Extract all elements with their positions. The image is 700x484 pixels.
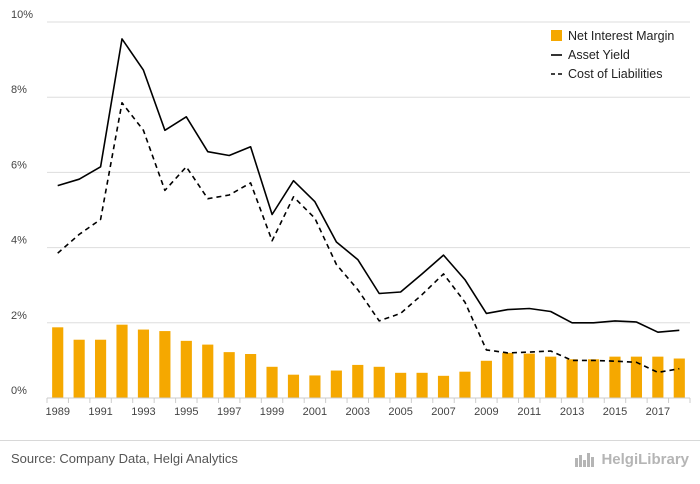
bar-2014: [587, 359, 600, 398]
bar-2017: [652, 356, 664, 398]
x-tick-label: 1993: [131, 406, 155, 418]
x-tick-label: 2003: [346, 406, 370, 418]
x-tick-label: 1991: [88, 406, 112, 418]
bar-2003: [352, 364, 364, 398]
bar-2011: [523, 353, 535, 398]
axes: 0% 2% 4% 6% 8% 10% 1989 1991 1993 1995 1997 1999 200…: [11, 9, 691, 418]
bar-1998: [245, 354, 257, 398]
x-tick-label: 2013: [560, 406, 584, 418]
bar-2012: [545, 356, 557, 398]
legend-label: Cost of Liabilities: [568, 67, 663, 81]
bar-1991: [95, 339, 107, 398]
chart: 0% 2% 4% 6% 8% 10% 1989 1991 1993 1995 1997 1999 200…: [11, 9, 691, 418]
bar-2001: [309, 375, 321, 398]
y-tick-label: 8%: [11, 84, 27, 96]
line-series-layer: [57, 38, 680, 374]
bar-2016: [630, 356, 642, 398]
bar-2009: [480, 360, 492, 398]
bar-2007: [437, 375, 450, 398]
bar-1993: [137, 329, 150, 398]
bar-2013: [566, 359, 578, 398]
legend-swatch-bar: [551, 30, 562, 41]
bar-1995: [180, 340, 192, 398]
bar-2018: [673, 358, 685, 398]
footer: Source: Company Data, Helgi Analytics He…: [0, 440, 700, 484]
bar-2000: [287, 374, 300, 398]
bar-2005: [395, 372, 407, 398]
line-cost-of-liabilities: [57, 102, 680, 374]
legend: Net Interest Margin Asset Yield Cost of Li…: [551, 29, 674, 81]
bar-2015: [609, 356, 621, 398]
bar-series-net-interest-margin: [52, 324, 685, 398]
y-tick-label: 10%: [11, 9, 33, 21]
bar-1994: [159, 331, 171, 398]
line-asset-yield: [57, 38, 680, 334]
bar-1989: [52, 327, 64, 398]
brand-name: HelgiLibrary: [601, 450, 689, 468]
y-tick-label: 0%: [11, 385, 27, 397]
x-tick-label: 2015: [603, 406, 627, 418]
bar-2004: [373, 366, 385, 398]
bar-2002: [330, 370, 342, 398]
x-tick-label: 2007: [431, 406, 455, 418]
bar-2008: [459, 371, 471, 398]
bar-1997: [223, 352, 235, 398]
source-note: Source: Company Data, Helgi Analytics: [11, 451, 238, 466]
x-tick-label: 1999: [260, 406, 284, 418]
y-tick-label: 6%: [11, 159, 27, 171]
x-tick-label: 2011: [517, 406, 541, 418]
library-icon: [575, 453, 595, 467]
legend-label: Net Interest Margin: [568, 29, 674, 43]
x-tick-label: 1995: [174, 406, 198, 418]
bar-2010: [502, 352, 514, 398]
brand-logo: HelgiLibrary: [574, 450, 689, 468]
x-tick-label: 1989: [45, 406, 69, 418]
bar-1996: [202, 344, 214, 398]
x-tick-label: 1997: [217, 406, 241, 418]
x-tick-label: 2009: [474, 406, 498, 418]
bar-1990: [73, 339, 85, 398]
bar-1999: [266, 366, 278, 398]
legend-label: Asset Yield: [568, 48, 630, 62]
bar-1992: [116, 324, 128, 398]
x-tick-label: 2001: [303, 406, 327, 418]
chart-svg: 0% 2% 4% 6% 8% 10% 1989 1991 1993 1995 1997 1999 200…: [11, 9, 691, 418]
y-tick-label: 2%: [11, 310, 27, 322]
x-tick-label: 2017: [646, 406, 670, 418]
bar-2006: [416, 372, 428, 398]
x-tick-label: 2005: [388, 406, 412, 418]
y-tick-label: 4%: [11, 235, 27, 247]
